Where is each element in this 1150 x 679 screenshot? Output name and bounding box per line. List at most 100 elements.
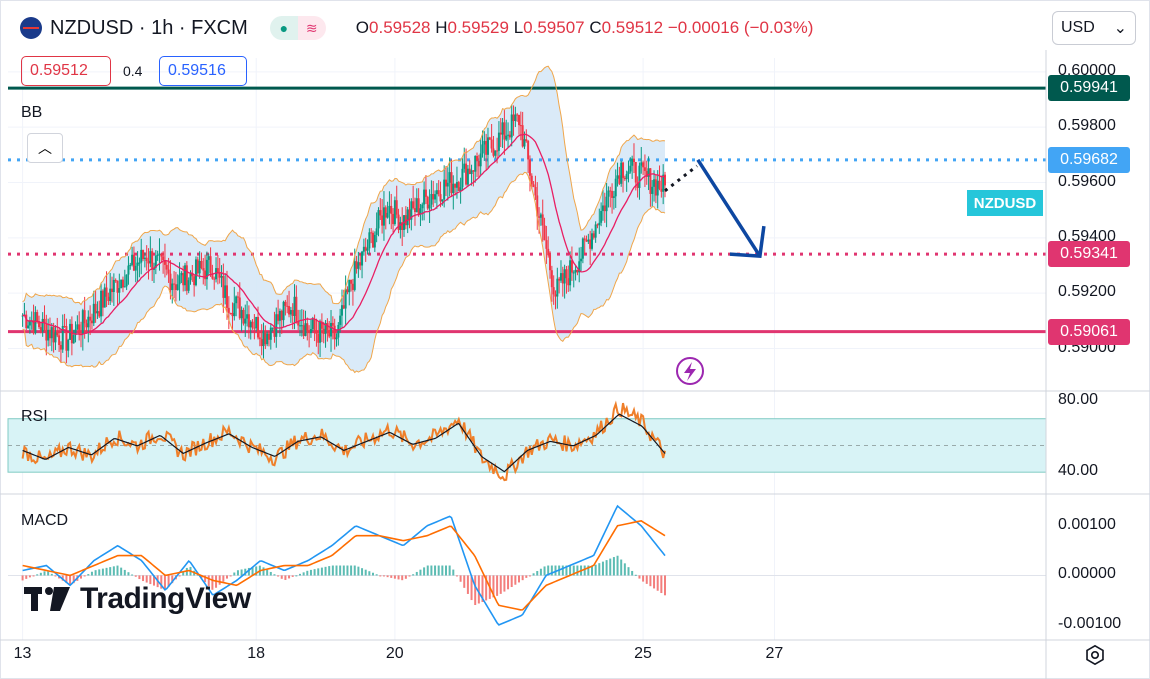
macd-histogram-bar — [474, 575, 477, 606]
candle-body — [620, 162, 623, 184]
candle-body — [412, 201, 415, 209]
candle-body — [184, 265, 187, 286]
candle-body — [25, 314, 28, 329]
candle-body — [191, 273, 194, 277]
macd-histogram-bar — [178, 575, 181, 577]
macd-histogram-bar — [39, 572, 42, 576]
settings-icon[interactable] — [1084, 644, 1106, 666]
candle-body — [154, 255, 157, 268]
low-label: L — [513, 18, 524, 37]
macd-histogram-bar — [98, 569, 101, 576]
candle-body — [361, 251, 364, 266]
macd-histogram-bar — [291, 575, 294, 577]
candle-body — [32, 320, 35, 334]
collapse-indicators-button[interactable]: ︿ — [27, 133, 63, 163]
candle-body — [205, 259, 208, 280]
price-tick-4: 0.59200 — [1058, 283, 1116, 301]
macd-histogram-bar — [350, 565, 353, 576]
lightning-icon[interactable] — [676, 357, 704, 385]
macd-histogram-bar — [634, 574, 637, 576]
market-open-dot-icon[interactable]: ● — [269, 16, 298, 40]
bb-indicator-label[interactable]: BB — [21, 104, 43, 121]
candle-body — [364, 246, 367, 251]
close-label: C — [589, 18, 602, 37]
candle-body — [167, 269, 170, 274]
candle-body — [306, 323, 309, 331]
candle-body — [309, 329, 312, 334]
candle-body — [528, 159, 531, 176]
tradingview-logo[interactable]: TradingView — [24, 582, 251, 616]
delayed-data-icon[interactable]: ≋ — [297, 16, 326, 40]
macd-indicator-label[interactable]: MACD — [21, 512, 69, 529]
macd-histogram-bar — [90, 571, 93, 576]
candle-body — [554, 294, 557, 297]
candle-body — [521, 125, 524, 147]
sell-button[interactable]: 0.59512 — [21, 56, 111, 86]
candle-body — [549, 255, 552, 271]
macd-histogram-bar — [21, 575, 24, 581]
macd-histogram-bar — [43, 571, 46, 576]
market-status-pill[interactable]: ● ≋ — [269, 16, 326, 40]
candle-body — [481, 144, 484, 154]
candle-body — [631, 158, 634, 166]
candle-body — [622, 162, 625, 178]
candle-body — [271, 327, 274, 329]
candle-body — [235, 296, 238, 304]
macd-histogram-bar — [455, 575, 458, 577]
macd-histogram-bar — [372, 572, 374, 576]
candle-body — [426, 196, 429, 209]
candle-body — [189, 273, 192, 281]
candle-body — [591, 233, 593, 249]
candle-body — [645, 170, 648, 177]
candle-body — [224, 285, 227, 298]
candle-body — [359, 262, 362, 266]
macd-histogram-bar — [528, 575, 531, 577]
macd-histogram-bar — [83, 575, 86, 577]
candle-body — [275, 314, 278, 337]
candle-body — [470, 170, 473, 175]
macd-histogram-bar — [299, 573, 301, 576]
macd-histogram-bar — [364, 569, 367, 576]
macd-histogram-bar — [138, 575, 141, 580]
buy-price: 0.59516 — [168, 62, 226, 79]
candle-body — [98, 311, 101, 317]
candle-body — [370, 232, 373, 234]
bollinger-upper-band — [22, 65, 666, 306]
candle-body — [339, 315, 342, 325]
candle-body — [550, 270, 553, 288]
candle-body — [85, 323, 88, 328]
candle-body — [494, 150, 497, 156]
rsi-tick-0: 80.00 — [1058, 390, 1099, 408]
macd-histogram-bar — [664, 575, 666, 596]
candle-body — [187, 280, 190, 291]
buy-button[interactable]: 0.59516 — [159, 56, 247, 86]
rsi-indicator-label[interactable]: RSI — [21, 408, 48, 425]
candle-body — [419, 208, 422, 215]
macd-histogram-bar — [591, 565, 593, 576]
macd-histogram-bar — [441, 565, 444, 576]
candle-body — [182, 273, 185, 286]
macd-histogram-bar — [240, 569, 243, 576]
candle-body — [421, 204, 424, 209]
candle-body — [304, 323, 307, 336]
macd-histogram-bar — [375, 574, 378, 576]
tradingview-logo-icon — [24, 587, 70, 611]
candle-body — [598, 222, 601, 226]
candle-body — [47, 329, 50, 341]
candle-body — [532, 184, 535, 188]
symbol-title[interactable]: NZDUSD · 1h · FXCM — [50, 16, 248, 39]
candle-body — [331, 322, 334, 326]
candle-body — [121, 279, 124, 288]
macd-histogram-bar — [382, 575, 385, 577]
currency-selector[interactable]: USD ⌄ — [1052, 11, 1136, 45]
candle-body — [176, 284, 179, 290]
candle-body — [246, 314, 249, 319]
candle-body — [382, 207, 385, 226]
candle-body — [247, 314, 250, 328]
candle-body — [147, 260, 150, 264]
macd-histogram-bar — [123, 569, 126, 576]
candle-body — [233, 303, 236, 317]
candle-body — [430, 193, 433, 205]
candle-body — [565, 269, 568, 279]
